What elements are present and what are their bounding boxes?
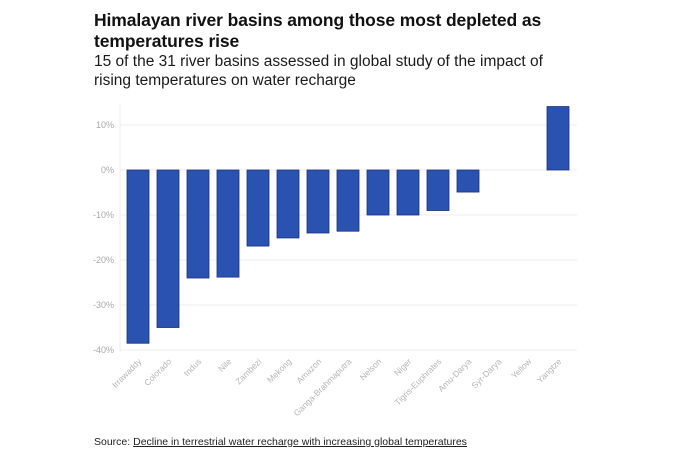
- bar-zambezi: [246, 169, 270, 247]
- source-link[interactable]: Decline in terrestrial water recharge wi…: [133, 436, 467, 448]
- x-tick-label: Nile: [216, 356, 234, 374]
- chart-title: Himalayan river basins among those most …: [94, 10, 542, 51]
- x-tick-label: Colorado: [142, 356, 174, 388]
- chart-subtitle: 15 of the 31 river basins assessed in gl…: [94, 53, 543, 89]
- x-tick-label: Mekong: [265, 356, 294, 385]
- x-tick-label: Niger: [392, 356, 414, 378]
- bar-ganga-brahmaputra: [336, 169, 360, 232]
- source-line: Source: Decline in terrestrial water rec…: [94, 436, 467, 448]
- x-tick-label: Indus: [182, 356, 204, 378]
- y-tick-label: 0%: [101, 165, 114, 175]
- x-tick-label: Ganga-Brahmaputra: [292, 356, 354, 418]
- bar-irrawaddy: [126, 169, 150, 344]
- y-tick-label: -40%: [93, 345, 114, 355]
- x-tick-label: Zambezi: [233, 356, 263, 386]
- x-tick-label: Syr-Darya: [469, 356, 503, 390]
- x-tick-label: Yellow: [509, 356, 534, 381]
- bar-amazon: [306, 169, 330, 234]
- bar-yangtze: [546, 106, 570, 171]
- bar-nile: [216, 169, 240, 278]
- bar-nelson: [366, 169, 390, 216]
- bar-niger: [396, 169, 420, 216]
- bar-colorado: [156, 169, 180, 328]
- y-axis-ticks: 10% 0% -10% -20% -30% -40%: [93, 120, 114, 355]
- bars: [126, 106, 570, 344]
- x-tick-label: Irrawaddy: [110, 356, 144, 390]
- x-tick-label: Amazon: [294, 356, 323, 385]
- bar-amu-darya: [456, 169, 480, 193]
- bar-indus: [186, 169, 210, 279]
- x-tick-label: Yangtze: [535, 356, 564, 385]
- y-tick-label: -10%: [93, 210, 114, 220]
- y-tick-label: -20%: [93, 255, 114, 265]
- bar-mekong: [276, 169, 300, 239]
- x-tick-label: Nelson: [358, 356, 384, 382]
- source-prefix: Source:: [94, 436, 134, 448]
- y-tick-label: 10%: [96, 120, 114, 130]
- y-tick-label: -30%: [93, 300, 114, 310]
- bar-tigris-euphrates: [426, 169, 450, 211]
